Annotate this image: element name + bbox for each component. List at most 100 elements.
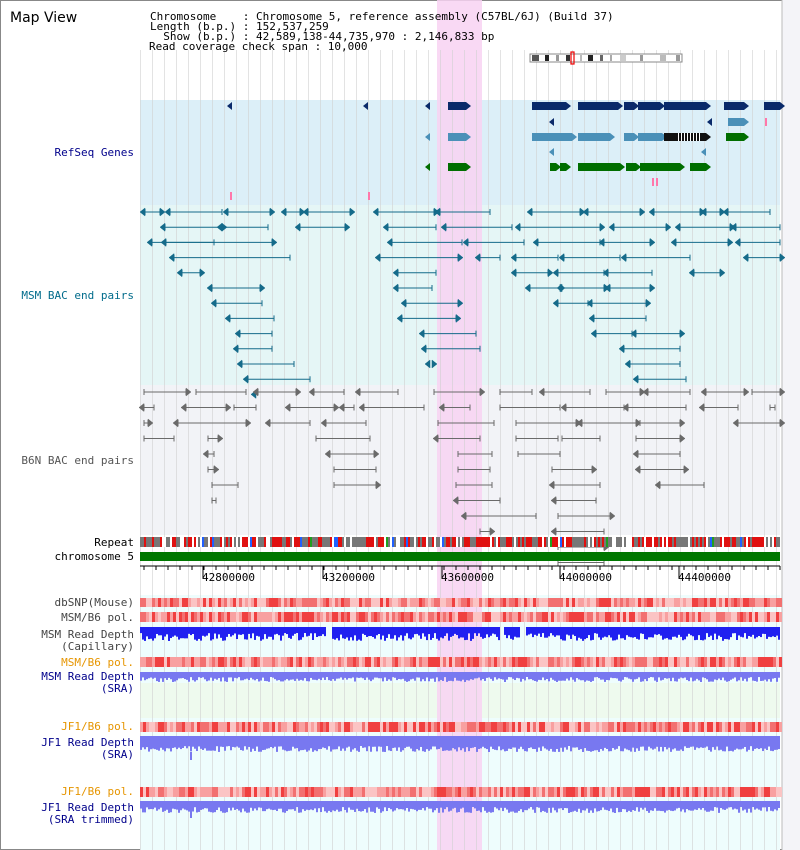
b6n-bac-end-arrow xyxy=(632,449,639,459)
repeat-mark xyxy=(286,537,288,547)
msm-capillary-depth-bar xyxy=(442,627,444,639)
msm-b6-pol-strip-cell xyxy=(383,612,386,622)
repeat-mark xyxy=(352,537,354,547)
msm-b6-pol-strip-cell xyxy=(302,612,305,622)
jf1-b6-pol-strip-cell xyxy=(407,722,410,732)
jf1-trimmed-depth-bar xyxy=(778,801,780,808)
msm-sra-depth-bar xyxy=(168,672,170,678)
msm-sra-depth-bar xyxy=(332,672,334,680)
jf1-trimmed-depth-bar xyxy=(738,801,740,813)
track-label-jf1-depth-sra[interactable]: JF1 Read Depth xyxy=(41,736,134,749)
msm-b6-pol-strip-cell xyxy=(668,612,671,622)
msm-b6-pol-strip-cell xyxy=(719,612,722,622)
msm-sra-depth-bar xyxy=(222,672,224,678)
msm-b6-pol-strip-cell xyxy=(296,612,299,622)
msm-b6-pol-2-strip-cell xyxy=(425,657,428,667)
msm-capillary-depth-bar xyxy=(470,627,472,641)
jf1-b6-pol-2-strip-cell xyxy=(245,787,248,797)
msm-sra-depth-bar xyxy=(428,672,430,682)
track-label-msm-b6-pol[interactable]: MSM/B6 pol. xyxy=(61,611,134,624)
jf1-trimmed-depth-bar xyxy=(510,801,512,812)
exon-gap xyxy=(696,133,697,141)
gene-arrow xyxy=(636,163,641,171)
jf1-trimmed-depth-bar xyxy=(234,801,236,810)
msm-b6-pol-2-strip-cell xyxy=(269,657,272,667)
track-label-msm-b6-pol-2[interactable]: MSM/B6 pol. xyxy=(61,656,134,669)
jf1-sra-depth-bar xyxy=(302,736,304,751)
jf1-sra-depth-bar xyxy=(552,736,554,752)
msm-sra-depth-bar xyxy=(728,672,730,682)
msm-b6-pol-strip-cell xyxy=(677,612,680,622)
msm-bac-end-arrow xyxy=(259,283,266,293)
msm-capillary-depth-bar xyxy=(576,627,578,641)
msm-sra-depth-bar xyxy=(228,672,230,678)
jf1-trimmed-depth-bar xyxy=(388,801,390,808)
dbsnp-strip-cell xyxy=(278,598,281,607)
axis-tick-label: 44400000 xyxy=(678,571,731,584)
repeat-mark xyxy=(726,537,728,547)
repeat-mark xyxy=(472,537,474,547)
msm-b6-pol-strip-cell xyxy=(542,612,545,622)
track-label-jf1-b6-pol-2[interactable]: JF1/B6 pol. xyxy=(61,785,134,798)
repeat-mark xyxy=(572,537,574,547)
track-label-refseq[interactable]: RefSeq Genes xyxy=(54,146,134,159)
track-label-msm-bac[interactable]: MSM BAC end pairs xyxy=(21,289,134,302)
jf1-trimmed-depth-bar xyxy=(344,801,346,810)
track-label-b6n-bac[interactable]: B6N BAC end pairs xyxy=(21,454,134,467)
jf1-b6-pol-strip-cell xyxy=(758,722,761,732)
jf1-sra-depth-bar xyxy=(220,736,222,747)
track-label-chromosome[interactable]: chromosome 5 xyxy=(54,550,134,563)
msm-sra-depth-bar xyxy=(410,672,412,680)
jf1-sra-depth-bar xyxy=(144,736,146,750)
jf1-sra-depth-bar xyxy=(272,736,274,749)
jf1-b6-pol-2-strip-cell xyxy=(278,787,281,797)
track-label-jf1-b6-pol[interactable]: JF1/B6 pol. xyxy=(61,720,134,733)
repeat-mark xyxy=(184,537,186,547)
msm-sra-depth-bar xyxy=(252,672,254,680)
jf1-sra-depth-bar xyxy=(594,736,596,751)
msm-bac-end-arrow xyxy=(418,329,425,339)
track-label-jf1-depth-trimmed[interactable]: JF1 Read Depth xyxy=(41,801,134,814)
msm-b6-pol-strip-cell xyxy=(368,612,371,622)
repeat-mark xyxy=(670,537,672,547)
msm-bac-end-arrow xyxy=(632,374,639,384)
msm-bac-end-arrow xyxy=(779,253,786,263)
track-label-msm-depth-capillary[interactable]: MSM Read Depth xyxy=(41,628,134,641)
track-label-repeat[interactable]: Repeat xyxy=(94,536,134,549)
jf1-b6-pol-strip-cell xyxy=(437,722,440,732)
msm-b6-pol-strip-cell xyxy=(275,612,278,622)
dbsnp-strip-cell xyxy=(725,598,728,607)
jf1-trimmed-depth-bar xyxy=(768,801,770,808)
track-label-msm-depth-sra[interactable]: MSM Read Depth xyxy=(41,670,134,683)
jf1-sra-depth-bar xyxy=(388,736,390,751)
dbsnp-strip-cell xyxy=(287,598,290,607)
msm-b6-pol-2-strip-cell xyxy=(218,657,221,667)
jf1-b6-pol-2-strip-cell xyxy=(434,787,437,797)
dbsnp-strip-cell xyxy=(281,598,284,607)
dbsnp-strip-cell xyxy=(179,598,182,607)
gene-arrow xyxy=(706,102,711,110)
track-label-dbsnp[interactable]: dbSNP(Mouse) xyxy=(54,596,134,609)
msm-b6-pol-2-strip-cell xyxy=(317,657,320,667)
msm-sra-depth-bar xyxy=(214,672,216,679)
jf1-b6-pol-strip-cell xyxy=(293,722,296,732)
repeat-mark xyxy=(202,537,204,547)
jf1-trimmed-depth-bar xyxy=(252,801,254,811)
jf1-sra-depth-bar xyxy=(664,736,666,748)
jf1-b6-pol-strip-cell xyxy=(602,722,605,732)
msm-b6-pol-2-strip-cell xyxy=(665,657,668,667)
dbsnp-strip-cell xyxy=(164,598,167,607)
msm-capillary-depth-bar xyxy=(766,627,768,639)
jf1-sra-depth-bar xyxy=(674,736,676,749)
msm-capillary-depth-bar xyxy=(776,627,778,636)
msm-capillary-depth-bar xyxy=(252,627,254,634)
jf1-trimmed-depth-bar xyxy=(342,801,344,808)
repeat-mark xyxy=(448,537,450,547)
msm-b6-pol-2-strip-cell xyxy=(242,657,245,667)
msm-b6-pol-strip-cell xyxy=(359,612,362,622)
b6n-bac-end-arrow xyxy=(460,511,467,521)
b6n-bac-end-arrow xyxy=(548,480,555,490)
msm-b6-pol-2-strip-cell xyxy=(194,657,197,667)
jf1-b6-pol-strip-cell xyxy=(653,722,656,732)
